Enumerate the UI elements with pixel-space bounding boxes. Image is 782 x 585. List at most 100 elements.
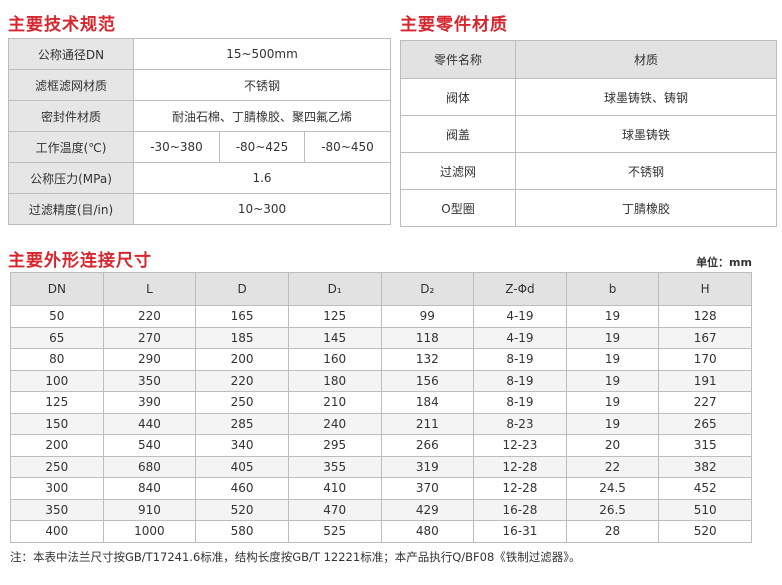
- header-cell: 零件名称: [400, 40, 516, 79]
- parts-title: 主要零件材质: [400, 15, 508, 35]
- spec-value: -80~425: [219, 131, 305, 163]
- dims-cell: 19: [565, 348, 660, 371]
- dims-cell: 319: [380, 455, 475, 478]
- spec-label: 工作温度(℃): [8, 131, 134, 163]
- parts-cell: 球墨铸铁、铸钢: [515, 78, 777, 116]
- dims-row: 125 390 250 210 184 8-19 19 227: [10, 391, 752, 414]
- spec-value: 15~500mm: [133, 38, 391, 70]
- spec-value: -80~450: [304, 131, 391, 163]
- parts-cell: 阀体: [400, 78, 516, 116]
- dims-cell: 227: [658, 391, 752, 414]
- spec-row: 公称通径DN 15~500mm: [8, 38, 391, 70]
- parts-cell: O型圈: [400, 189, 516, 227]
- dims-row: 80 290 200 160 132 8-19 19 170: [10, 348, 752, 371]
- dims-cell: 429: [380, 498, 475, 521]
- dims-cell: 680: [102, 455, 197, 478]
- spec-row: 公称压力(MPa) 1.6: [8, 162, 391, 194]
- parts-cell: 阀盖: [400, 115, 516, 153]
- parts-cell: 不锈钢: [515, 152, 777, 190]
- dims-cell: 12-28: [473, 477, 567, 500]
- dims-cell: 180: [287, 369, 382, 392]
- dims-cell: 19: [565, 391, 660, 414]
- dims-header: DN L D D₁ D₂ Z-Φd b H: [10, 272, 752, 306]
- dims-cell: 16-31: [473, 520, 567, 543]
- header-cell: D₁: [287, 272, 382, 306]
- dims-row: 250 680 405 355 319 12-28 22 382: [10, 455, 752, 478]
- dims-row: 65 270 185 145 118 4-19 19 167: [10, 326, 752, 349]
- unit-label: 单位：mm: [696, 256, 752, 269]
- dims-cell: 405: [195, 455, 289, 478]
- spec-value: 不锈钢: [133, 69, 391, 101]
- header-cell: H: [658, 272, 752, 306]
- parts-cell: 过滤网: [400, 152, 516, 190]
- spec-value: 10~300: [133, 193, 391, 225]
- parts-row: 阀盖 球墨铸铁: [400, 115, 777, 153]
- spec-value: 耐油石棉、丁腈橡胶、聚四氟乙烯: [133, 100, 391, 132]
- dims-cell: 240: [287, 412, 382, 435]
- spec-row: 滤框滤网材质 不锈钢: [8, 69, 391, 101]
- dims-cell: 910: [102, 498, 197, 521]
- dims-cell: 80: [10, 348, 104, 371]
- dims-cell: 8-19: [473, 391, 567, 414]
- spec-label: 公称压力(MPa): [8, 162, 134, 194]
- header-cell: b: [565, 272, 660, 306]
- dims-cell: 400: [10, 520, 104, 543]
- header-cell: DN: [10, 272, 104, 306]
- spec-row: 密封件材质 耐油石棉、丁腈橡胶、聚四氟乙烯: [8, 100, 391, 132]
- dims-row: 400 1000 580 525 480 16-31 28 520: [10, 520, 752, 543]
- dims-row: 350 910 520 470 429 16-28 26.5 510: [10, 498, 752, 521]
- dims-cell: 840: [102, 477, 197, 500]
- dims-cell: 100: [10, 369, 104, 392]
- dims-cell: 118: [380, 326, 475, 349]
- dims-cell: 295: [287, 434, 382, 457]
- dims-cell: 220: [102, 305, 197, 328]
- dims-cell: 167: [658, 326, 752, 349]
- dims-cell: 440: [102, 412, 197, 435]
- dims-cell: 382: [658, 455, 752, 478]
- dims-cell: 8-19: [473, 369, 567, 392]
- header-cell: L: [102, 272, 197, 306]
- dims-cell: 19: [565, 305, 660, 328]
- dims-cell: 8-19: [473, 348, 567, 371]
- dims-cell: 4-19: [473, 305, 567, 328]
- parts-table: 零件名称 材质 阀体 球墨铸铁、铸钢 阀盖 球墨铸铁 过滤网 不锈钢 O型圈 丁腈橡胶: [400, 40, 777, 227]
- dims-cell: 132: [380, 348, 475, 371]
- dims-cell: 540: [102, 434, 197, 457]
- dims-cell: 165: [195, 305, 289, 328]
- dims-cell: 145: [287, 326, 382, 349]
- dims-cell: 65: [10, 326, 104, 349]
- parts-row: 过滤网 不锈钢: [400, 152, 777, 190]
- dims-cell: 99: [380, 305, 475, 328]
- dims-cell: 520: [658, 520, 752, 543]
- dims-cell: 156: [380, 369, 475, 392]
- dims-cell: 390: [102, 391, 197, 414]
- dims-cell: 20: [565, 434, 660, 457]
- spec-label: 密封件材质: [8, 100, 134, 132]
- dims-cell: 170: [658, 348, 752, 371]
- spec-table: 公称通径DN 15~500mm 滤框滤网材质 不锈钢 密封件材质 耐油石棉、丁腈橡胶、聚四…: [8, 38, 391, 225]
- dims-cell: 580: [195, 520, 289, 543]
- parts-cell: 丁腈橡胶: [515, 189, 777, 227]
- dims-cell: 480: [380, 520, 475, 543]
- dims-cell: 4-19: [473, 326, 567, 349]
- dims-cell: 185: [195, 326, 289, 349]
- dims-cell: 184: [380, 391, 475, 414]
- dims-cell: 290: [102, 348, 197, 371]
- dims-cell: 350: [102, 369, 197, 392]
- dims-cell: 19: [565, 412, 660, 435]
- dims-cell: 19: [565, 326, 660, 349]
- dims-cell: 220: [195, 369, 289, 392]
- dims-cell: 410: [287, 477, 382, 500]
- dims-cell: 266: [380, 434, 475, 457]
- dims-cell: 26.5: [565, 498, 660, 521]
- dims-cell: 22: [565, 455, 660, 478]
- dims-row: 300 840 460 410 370 12-28 24.5 452: [10, 477, 752, 500]
- dims-cell: 12-23: [473, 434, 567, 457]
- dims-cell: 50: [10, 305, 104, 328]
- dims-cell: 191: [658, 369, 752, 392]
- spec-label: 过滤精度(目/in): [8, 193, 134, 225]
- dims-cell: 8-23: [473, 412, 567, 435]
- dims-cell: 211: [380, 412, 475, 435]
- dims-row: 100 350 220 180 156 8-19 19 191: [10, 369, 752, 392]
